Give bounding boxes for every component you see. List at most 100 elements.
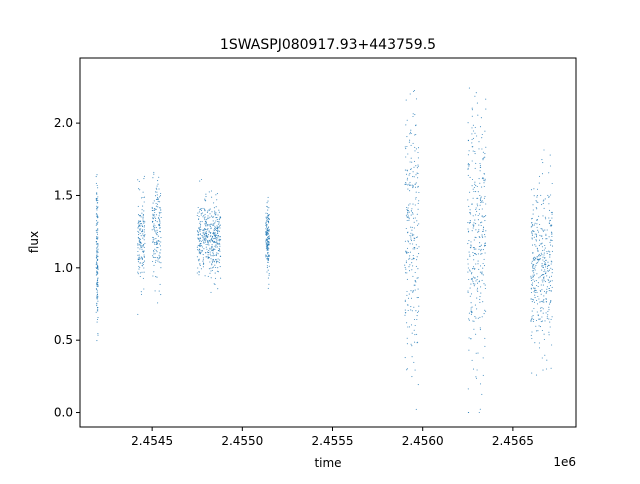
data-point — [96, 215, 98, 217]
data-point — [198, 238, 200, 240]
data-point — [151, 229, 153, 231]
data-point — [542, 312, 544, 314]
data-point — [413, 329, 415, 331]
data-point — [267, 209, 269, 211]
data-point — [468, 349, 470, 351]
data-point — [479, 126, 482, 128]
data-point — [95, 261, 98, 263]
data-point — [546, 316, 548, 318]
data-point — [406, 272, 408, 274]
data-point — [479, 327, 481, 329]
data-point — [215, 227, 217, 229]
data-point — [551, 213, 553, 215]
data-point — [205, 233, 207, 235]
data-point — [542, 229, 544, 231]
data-point — [96, 253, 98, 255]
data-point — [411, 235, 413, 237]
data-point — [96, 305, 98, 307]
data-point — [198, 227, 200, 229]
data-point — [96, 250, 98, 253]
data-point — [481, 221, 483, 223]
data-point — [153, 214, 155, 216]
data-point — [143, 236, 145, 238]
data-point — [467, 388, 469, 390]
data-point — [469, 270, 471, 272]
data-point — [267, 242, 269, 244]
data-point — [543, 207, 545, 209]
data-point — [196, 256, 198, 258]
data-point — [218, 219, 220, 221]
data-point — [541, 279, 543, 281]
data-point — [467, 167, 469, 169]
data-point — [541, 289, 543, 291]
data-point — [531, 337, 533, 340]
data-point — [547, 314, 549, 316]
data-point — [543, 333, 545, 335]
data-point — [476, 197, 478, 199]
data-point — [267, 249, 269, 251]
data-point — [408, 258, 410, 260]
data-point — [473, 225, 475, 227]
data-point — [482, 274, 484, 276]
data-point — [141, 257, 143, 259]
data-point — [479, 198, 481, 200]
data-point — [550, 300, 552, 302]
data-point — [474, 150, 476, 153]
data-point — [545, 259, 547, 261]
data-point — [197, 244, 199, 247]
data-point — [95, 197, 97, 199]
data-point — [408, 204, 410, 206]
data-point — [212, 249, 214, 251]
data-point — [410, 144, 412, 146]
data-point — [541, 316, 543, 318]
data-point — [155, 259, 157, 261]
data-point — [541, 357, 543, 359]
data-point — [205, 229, 207, 231]
data-point — [265, 224, 267, 226]
data-point — [470, 302, 472, 304]
data-point — [95, 267, 98, 270]
data-point — [142, 233, 144, 235]
data-point — [532, 299, 535, 301]
data-point — [160, 241, 162, 243]
data-point — [414, 114, 416, 116]
data-point — [404, 309, 406, 311]
data-point — [197, 234, 199, 236]
data-point — [139, 241, 141, 243]
data-point — [154, 261, 157, 263]
data-point — [266, 202, 268, 204]
data-point — [154, 207, 156, 210]
data-point — [536, 311, 538, 313]
data-point — [157, 217, 160, 219]
data-point — [409, 203, 411, 205]
data-point — [158, 218, 160, 220]
data-point — [484, 309, 486, 311]
data-point — [198, 274, 200, 276]
data-point — [210, 277, 212, 279]
data-point — [538, 254, 540, 256]
data-point — [219, 238, 221, 240]
data-point — [137, 313, 139, 315]
x-axis-offset-label: 1e6 — [553, 455, 576, 469]
data-point — [551, 286, 553, 288]
data-point — [204, 223, 206, 225]
data-point — [532, 264, 534, 266]
data-point — [470, 283, 472, 285]
data-point — [142, 216, 144, 218]
data-point — [540, 194, 542, 196]
data-point — [416, 315, 418, 317]
data-point — [141, 258, 143, 260]
data-point — [411, 269, 413, 271]
data-point — [216, 232, 218, 234]
data-point — [408, 266, 410, 268]
data-point — [536, 226, 538, 228]
data-point — [156, 247, 158, 249]
data-point — [139, 221, 141, 223]
data-point — [141, 246, 143, 248]
data-point — [215, 241, 217, 243]
data-point — [97, 284, 99, 286]
data-point — [207, 210, 209, 212]
data-point — [202, 232, 204, 234]
data-point — [152, 275, 154, 277]
data-point — [535, 207, 537, 209]
